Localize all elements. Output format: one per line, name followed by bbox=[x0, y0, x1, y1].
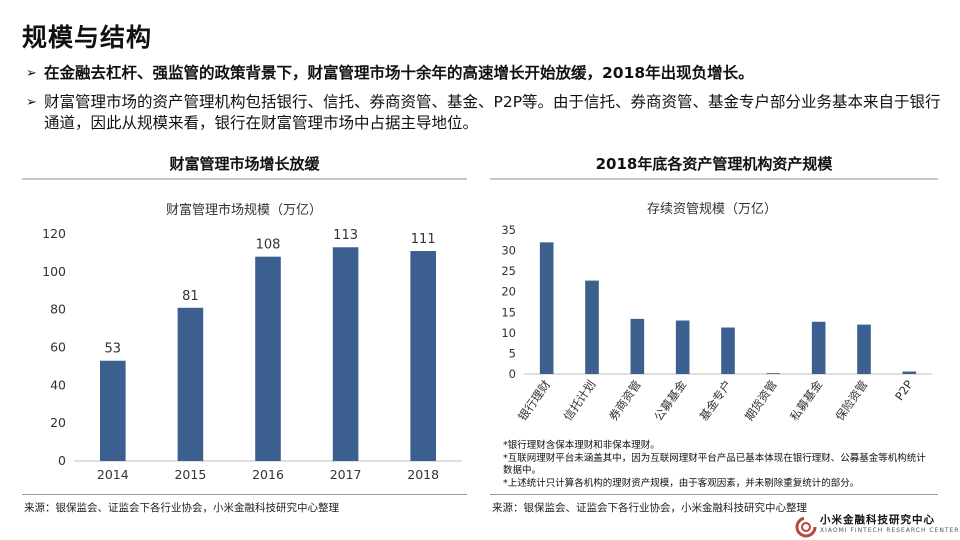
right-y-tick-label: 30 bbox=[501, 244, 516, 258]
left-data-label-4: 111 bbox=[411, 232, 436, 247]
right-chart-title: 2018年底各资产管理机构资产规模 bbox=[595, 155, 833, 173]
right-category-label-4: 基金专户 bbox=[697, 378, 735, 424]
right-y-tick-label: 5 bbox=[509, 346, 516, 360]
bullet-2: ➢ 财富管理市场的资产管理机构包括银行、信托、券商资管、基金、P2P等。由于信托… bbox=[26, 92, 946, 134]
left-category-label-4: 2018 bbox=[407, 467, 439, 482]
right-y-tick-label: 20 bbox=[501, 285, 516, 299]
right-bar-8 bbox=[902, 371, 917, 374]
left-data-label-0: 53 bbox=[105, 342, 122, 357]
right-y-tick-label: 10 bbox=[501, 326, 516, 340]
bullet-2-text: 财富管理市场的资产管理机构包括银行、信托、券商资管、基金、P2P等。由于信托、券… bbox=[44, 93, 941, 132]
right-y-tick-label: 35 bbox=[501, 223, 516, 237]
left-y-tick-label: 120 bbox=[42, 226, 66, 241]
left-y-tick-label: 40 bbox=[50, 377, 66, 392]
bullet-1: ➢ 在金融去杠杆、强监管的政策背景下，财富管理市场十余年的高速增长开始放缓，20… bbox=[26, 63, 946, 84]
left-data-label-2: 108 bbox=[256, 238, 281, 253]
left-bar-0 bbox=[99, 360, 126, 461]
left-y-tick-label: 80 bbox=[50, 302, 66, 317]
footnote-1: *银行理财含保本理财和非保本理财。 bbox=[503, 440, 660, 451]
right-bar-3 bbox=[675, 320, 690, 374]
logo-subtitle: XIAOMI FINTECH RESEARCH CENTER bbox=[820, 527, 960, 534]
left-chart-title: 财富管理市场增长放缓 bbox=[169, 155, 320, 173]
right-category-label-3: 公募基金 bbox=[651, 377, 689, 423]
right-source-divider bbox=[490, 494, 938, 495]
left-category-label-1: 2015 bbox=[174, 467, 206, 482]
right-bar-0 bbox=[539, 242, 554, 374]
logo-text: 小米金融科技研究中心 bbox=[820, 514, 935, 526]
footnotes: *银行理财含保本理财和非保本理财。 *互联网理财平台未涵盖其中，因为互联网理财平… bbox=[503, 440, 933, 490]
right-subtitle: 存续资管规模（万亿） bbox=[647, 202, 777, 217]
left-subtitle: 财富管理市场规模（万亿） bbox=[166, 202, 322, 218]
right-category-label-2: 券商资管 bbox=[606, 378, 644, 424]
right-category-label-8: P2P bbox=[892, 378, 916, 403]
left-source: 来源：银保监会、证监会下各行业协会，小米金融科技研究中心整理 bbox=[24, 502, 339, 514]
footnote-3: *上述统计只计算各机构的理财资产规模，由于客观因素，并未剔除重复统计的部分。 bbox=[503, 477, 860, 489]
right-bar-7 bbox=[857, 324, 871, 374]
page-title: 规模与结构 bbox=[22, 23, 153, 52]
left-bar-3 bbox=[332, 247, 359, 461]
left-category-label-2: 2016 bbox=[252, 467, 284, 482]
right-title-divider bbox=[490, 178, 938, 180]
left-bar-1 bbox=[177, 307, 204, 461]
arrow-bullet-icon: ➢ bbox=[26, 95, 37, 110]
right-y-tick-label: 25 bbox=[501, 264, 516, 278]
right-bar-4 bbox=[721, 327, 735, 374]
right-bar-chart: 存续资管规模（万亿） 0 5 10 15 20 25 30 35 银行理财 信托计划 券商资管 公募基金… bbox=[501, 202, 932, 424]
right-bar-2 bbox=[630, 318, 645, 374]
left-y-tick-label: 20 bbox=[50, 415, 66, 430]
right-source: 来源：银保监会、证监会下各行业协会，小米金融科技研究中心整理 bbox=[492, 502, 807, 514]
left-bar-4 bbox=[410, 251, 437, 461]
logo-icon bbox=[795, 516, 817, 538]
right-bar-5 bbox=[766, 373, 781, 374]
right-category-label-6: 私募基金 bbox=[787, 377, 825, 423]
right-bar-1 bbox=[585, 280, 599, 374]
right-y-tick-label: 0 bbox=[509, 367, 516, 381]
right-category-label-1: 信托计划 bbox=[561, 378, 599, 424]
right-category-label-0: 银行理财 bbox=[515, 378, 553, 424]
right-category-label-5: 期货资管 bbox=[742, 378, 780, 424]
left-y-tick-label: 100 bbox=[42, 264, 66, 279]
right-y-tick-label: 15 bbox=[501, 305, 516, 319]
left-source-divider bbox=[22, 494, 467, 495]
left-data-label-1: 81 bbox=[182, 289, 199, 304]
left-y-tick-label: 60 bbox=[50, 340, 66, 355]
left-bar-chart: 财富管理市场规模（万亿） 0 20 40 60 80 100 120 53 2014 81 2015 1… bbox=[42, 202, 462, 482]
right-bar-6 bbox=[811, 321, 826, 374]
left-category-label-3: 2017 bbox=[330, 467, 362, 482]
left-y-tick-label: 0 bbox=[58, 453, 66, 468]
bullet-1-text: 在金融去杠杆、强监管的政策背景下，财富管理市场十余年的高速增长开始放缓，2018… bbox=[44, 64, 754, 82]
left-title-divider bbox=[22, 178, 467, 180]
left-category-label-0: 2014 bbox=[97, 467, 129, 482]
left-bar-2 bbox=[255, 256, 281, 461]
left-data-label-3: 113 bbox=[333, 228, 358, 243]
arrow-bullet-icon: ➢ bbox=[26, 66, 37, 81]
right-category-label-7: 保险资管 bbox=[833, 378, 871, 424]
footnote-2: *互联网理财平台未涵盖其中，因为互联网理财平台产品已基本体现在银行理财、公募基金… bbox=[503, 452, 926, 477]
